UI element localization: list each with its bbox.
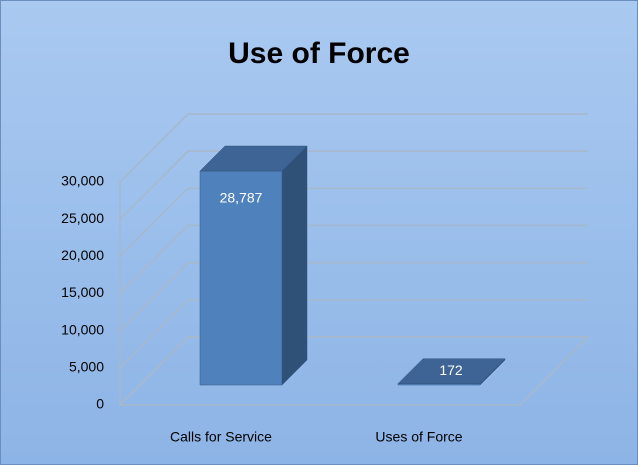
y-tick-label: 15,000 [61, 284, 104, 300]
grid-line [119, 150, 588, 220]
bar [199, 145, 308, 386]
grid-line [119, 261, 588, 332]
y-tick-label: 20,000 [61, 247, 104, 263]
y-tick-label: 10,000 [61, 321, 104, 337]
bar-top [397, 358, 506, 384]
data-label: 172 [439, 362, 463, 378]
y-tick-label: 0 [96, 396, 104, 412]
chart-title: Use of Force [228, 37, 410, 70]
grid-line [119, 336, 588, 406]
grid-line [119, 299, 588, 369]
y-tick-label: 30,000 [61, 173, 104, 189]
x-tick-label: Uses of Force [375, 429, 462, 445]
grid-line [119, 187, 588, 257]
grid-line [119, 224, 588, 295]
data-label: 28,787 [220, 190, 263, 206]
x-tick-label: Calls for Service [170, 429, 272, 445]
bar-side [281, 145, 308, 386]
y-tick-label: 5,000 [69, 359, 104, 375]
bar-top [199, 145, 308, 172]
bar [397, 358, 506, 386]
y-tick-label: 25,000 [61, 210, 104, 226]
grid-line [119, 113, 588, 183]
